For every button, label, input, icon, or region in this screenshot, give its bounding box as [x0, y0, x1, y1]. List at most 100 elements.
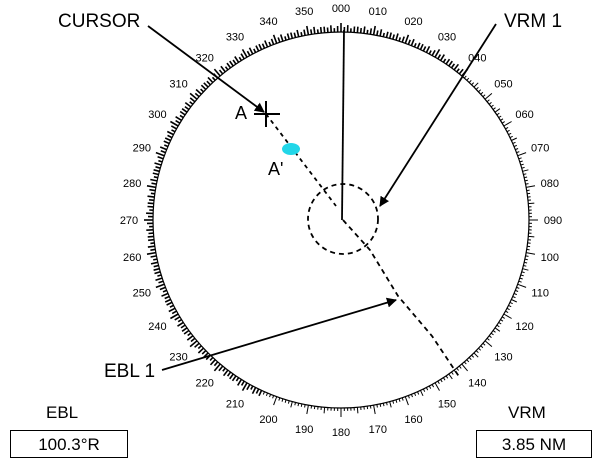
bearing-tick — [428, 385, 432, 389]
bearing-tick — [388, 32, 392, 39]
bearing-tick — [490, 104, 494, 108]
bearing-tick — [416, 42, 421, 49]
bearing-tick — [277, 37, 281, 43]
bearing-label-290: 290 — [133, 143, 151, 155]
bearing-tick — [410, 38, 415, 46]
bearing-tick — [224, 66, 229, 71]
bearing-tick — [501, 316, 505, 319]
bearing-tick — [207, 76, 214, 84]
bearing-tick — [453, 63, 460, 71]
bearing-tick — [526, 252, 536, 255]
bearing-label-030: 030 — [438, 31, 456, 43]
bearing-tick — [506, 307, 510, 311]
bearing-tick — [152, 172, 159, 176]
bearing-tick — [248, 47, 254, 55]
vrm-readout-label: VRM — [508, 403, 546, 422]
bearing-tick — [450, 63, 456, 69]
bearing-tick — [284, 36, 287, 41]
bearing-tick — [439, 54, 445, 62]
bearing-tick — [492, 107, 496, 110]
bearing-tick — [160, 150, 166, 154]
bearing-tick — [486, 99, 490, 103]
vrm1-circle[interactable] — [307, 183, 379, 255]
bearing-tick — [284, 399, 287, 403]
bearing-tick — [306, 25, 310, 36]
bearing-tick — [448, 60, 453, 67]
bearing-tick — [241, 382, 248, 391]
bearing-tick — [174, 316, 181, 321]
bearing-tick — [258, 390, 263, 397]
bearing-tick — [187, 332, 192, 337]
bearing-tick — [194, 342, 200, 348]
bearing-tick — [478, 347, 482, 351]
bearing-tick — [213, 361, 219, 367]
bearing-tick — [404, 396, 409, 406]
bearing-tick — [154, 271, 161, 275]
bearing-tick — [195, 88, 202, 95]
bearing-tick — [511, 137, 518, 141]
bearing-tick — [281, 398, 284, 402]
ebl1-line[interactable] — [342, 219, 461, 379]
bearing-tick — [290, 401, 293, 408]
bearing-tick — [475, 350, 479, 354]
bearing-tick — [159, 146, 167, 151]
bearing-tick — [272, 34, 278, 44]
bearing-tick — [505, 310, 509, 314]
bearing-tick — [376, 404, 378, 408]
bearing-tick — [473, 82, 479, 88]
bearing-tick — [232, 59, 237, 65]
bearing-tick — [520, 274, 524, 277]
bearing-label-080: 080 — [541, 178, 559, 190]
bearing-tick — [159, 286, 166, 291]
bearing-tick — [241, 49, 248, 58]
bearing-tick — [401, 36, 405, 43]
bearing-tick — [179, 114, 184, 119]
bearing-label-200: 200 — [259, 414, 277, 426]
bearing-label-000: 000 — [332, 3, 350, 15]
bearing-tick — [157, 156, 164, 160]
bearing-tick — [161, 292, 169, 297]
bearing-tick — [401, 397, 404, 401]
bearing-tick — [392, 400, 395, 404]
target-echo[interactable] — [282, 143, 300, 155]
bearing-tick — [445, 375, 449, 379]
bearing-label-240: 240 — [148, 321, 166, 333]
bearing-tick — [279, 34, 284, 42]
bearing-tick — [414, 392, 417, 396]
bearing-tick — [373, 405, 376, 415]
bearing-tick — [167, 134, 173, 139]
bearing-tick — [313, 26, 316, 34]
bearing-tick — [296, 29, 300, 37]
bearing-tick — [395, 33, 399, 41]
bearing-tick — [513, 293, 517, 296]
bearing-tick — [458, 68, 464, 75]
cursor-cross[interactable] — [254, 101, 280, 127]
bearing-tick — [369, 28, 373, 35]
bearing-tick — [410, 394, 413, 398]
bearing-tick — [166, 301, 173, 306]
bearing-tick — [209, 359, 216, 366]
bearing-tick — [407, 39, 411, 45]
bearing-tick — [153, 169, 160, 173]
bearing-label-160: 160 — [404, 414, 422, 426]
bearing-tick — [442, 377, 446, 381]
bearing-tick — [180, 324, 186, 329]
target-track — [265, 113, 337, 207]
bearing-tick — [149, 188, 156, 192]
bearing-label-130: 130 — [494, 351, 512, 363]
bearing-tick — [372, 25, 376, 36]
bearing-tick — [528, 202, 535, 205]
bearing-label-310: 310 — [169, 79, 187, 91]
bearing-tick — [473, 352, 479, 358]
vrm-readout-value: 3.85 NM — [476, 430, 592, 458]
bearing-tick — [218, 69, 224, 75]
bearing-label-070: 070 — [531, 143, 549, 155]
bearing-tick — [503, 313, 512, 319]
bearing-tick — [515, 289, 519, 292]
bearing-tick — [250, 385, 254, 390]
bearing-tick — [310, 29, 313, 35]
bearing-tick — [264, 40, 269, 48]
bearing-tick — [155, 166, 161, 169]
bearing-tick — [501, 121, 505, 124]
